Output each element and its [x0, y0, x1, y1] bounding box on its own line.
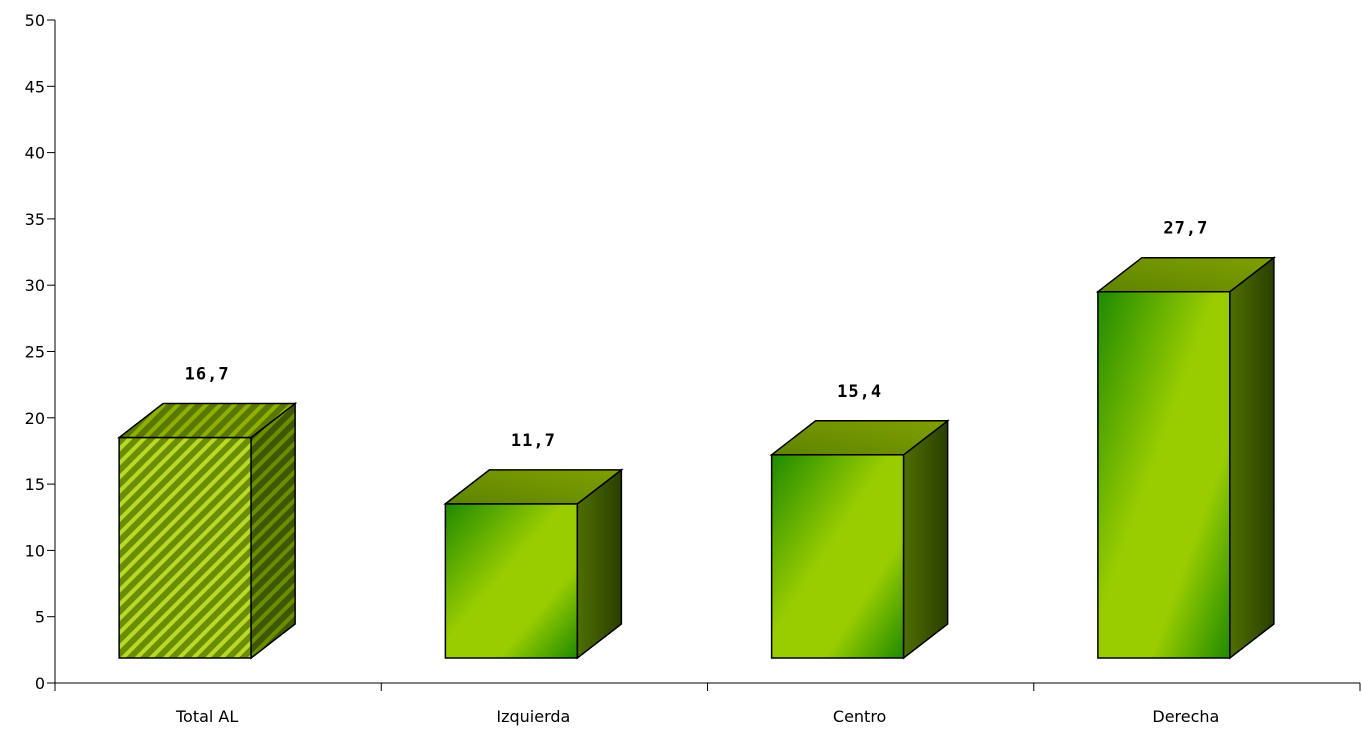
- axes: 0 5 10 15 20 25 30 35 40 45 50: [25, 11, 1361, 693]
- category-label: Centro: [833, 707, 886, 726]
- labels: 16,7 Total AL 11,7 Izquierda 15,4 Centro 27,7 D…: [175, 219, 1219, 726]
- data-label: 27,7: [1163, 219, 1208, 239]
- y-tick-label: 40: [25, 144, 45, 163]
- y-tick-label: 20: [25, 409, 45, 428]
- bar-front-face: [118, 436, 252, 659]
- category-label: Izquierda: [496, 707, 570, 726]
- y-tick-label: 0: [35, 674, 45, 693]
- bar-front-face: [770, 454, 905, 659]
- y-tick-label: 25: [25, 343, 45, 362]
- y-tick-label: 30: [25, 276, 45, 295]
- y-tick-label: 45: [25, 77, 45, 96]
- category-label: Derecha: [1152, 707, 1219, 726]
- data-label: 16,7: [185, 365, 230, 385]
- bar-top-face: [1095, 256, 1277, 293]
- bar-side-face: [1229, 256, 1275, 660]
- bar: [1095, 256, 1277, 660]
- bar: [116, 402, 298, 660]
- y-tick-label: 10: [25, 541, 45, 560]
- bar-side-face: [902, 419, 949, 660]
- bar: [443, 468, 624, 660]
- bar-front-face: [444, 503, 579, 659]
- bar-top-face: [443, 469, 624, 505]
- y-tick-label: 5: [35, 608, 45, 627]
- bar-top-face: [769, 420, 950, 456]
- y-tick-label: 50: [25, 11, 45, 30]
- y-tick-label: 35: [25, 210, 45, 229]
- bar-front-face: [1097, 290, 1231, 659]
- category-label: Total AL: [175, 707, 238, 726]
- bar: [769, 419, 950, 660]
- data-label: 11,7: [511, 431, 556, 451]
- bar-top-face: [116, 402, 298, 439]
- data-label: 15,4: [837, 382, 882, 402]
- bar-side-face: [250, 402, 296, 660]
- y-tick-label: 15: [25, 475, 45, 494]
- bars: [116, 256, 1277, 660]
